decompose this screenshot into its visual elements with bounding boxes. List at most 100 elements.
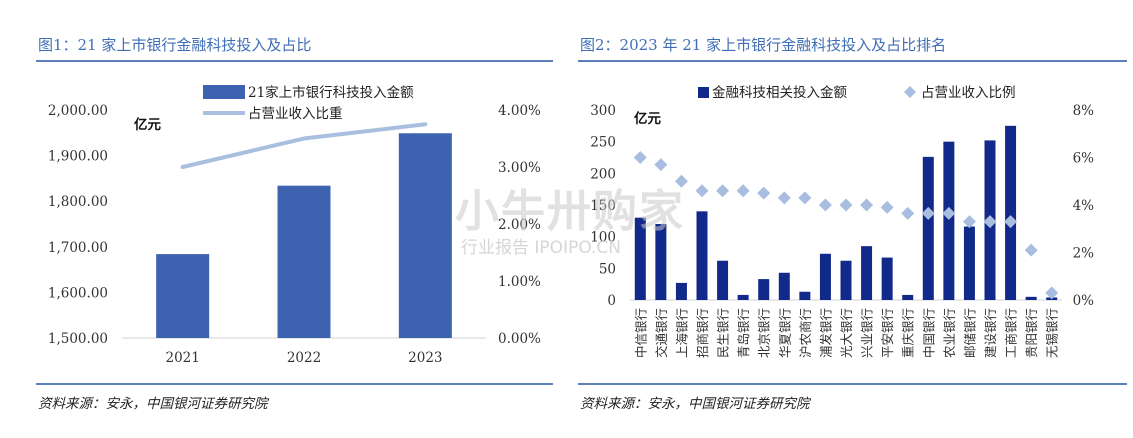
legend-swatch-bar	[203, 85, 245, 99]
x-tick-label: 浦发银行	[818, 308, 833, 358]
x-tick-label: 华夏银行	[777, 308, 792, 358]
legend-swatch-marker	[904, 86, 916, 98]
ratio-marker	[736, 184, 750, 198]
x-tick-label: 青岛银行	[736, 308, 751, 358]
source-note: 资料来源：安永，中国银河证券研究院	[38, 396, 268, 412]
chart-canvas: 1,500.00 1,600.00 1,700.00 1,800.00 1,900.00…	[48, 84, 541, 366]
y2-tick-label: 6%	[1073, 151, 1095, 167]
y-tick-label: 250	[590, 135, 616, 151]
x-tick-label: 北京银行	[757, 308, 772, 358]
bar	[902, 294, 914, 300]
ratio-marker	[798, 191, 812, 205]
x-tick-label: 沪农商行	[798, 308, 813, 358]
ratio-marker	[818, 198, 832, 212]
y-tick-label: 150	[590, 198, 616, 214]
bar	[778, 272, 790, 300]
x-tick-label: 农业银行	[942, 308, 957, 358]
title-divider	[578, 60, 1127, 62]
x-tick-label: 贵阳银行	[1024, 308, 1039, 358]
ratio-marker	[839, 198, 853, 212]
y2-tick-label: 0.00%	[498, 331, 541, 347]
bar	[799, 291, 811, 300]
ratio-marker	[880, 200, 894, 214]
bar	[696, 211, 708, 300]
y-tick-label: 200	[590, 166, 616, 182]
ratio-marker	[757, 186, 771, 200]
bar	[840, 260, 852, 300]
bar	[1025, 296, 1037, 300]
legend-swatch-bar	[698, 87, 709, 98]
chart-panel-2: 图2：2023 年 21 家上市银行金融科技投入及占比排名 0 50 100 150 2…	[570, 0, 1133, 438]
x-tick-label: 无锡银行	[1045, 308, 1060, 358]
bar	[737, 294, 749, 300]
legend-label: 21家上市银行科技投入金额	[248, 84, 414, 101]
bar	[655, 224, 667, 300]
bar	[922, 156, 934, 300]
ratio-marker	[633, 151, 647, 164]
bar	[881, 257, 893, 300]
bar	[819, 253, 831, 300]
ratio-marker	[860, 198, 874, 212]
bar	[675, 282, 687, 300]
ratio-marker	[1004, 215, 1018, 229]
bar	[398, 133, 452, 338]
ratio-marker	[695, 184, 709, 198]
x-tick-label: 邮储银行	[962, 308, 977, 358]
x-tick-label: 中信银行	[633, 308, 648, 358]
y2-tick-label: 4.00%	[498, 103, 541, 119]
y2-tick-label: 3.00%	[498, 160, 541, 176]
y-tick-label: 1,800.00	[48, 194, 108, 210]
y2-tick-label: 1.00%	[498, 274, 541, 290]
x-tick-label: 上海银行	[674, 308, 689, 358]
x-tick-label: 工商银行	[1004, 308, 1019, 358]
ratio-marker	[674, 174, 688, 188]
bar	[634, 217, 646, 300]
legend-label: 金融科技相关投入金额	[712, 85, 847, 101]
y-tick-label: 1,600.00	[48, 285, 108, 301]
chart-panel-1: 图1：21 家上市银行金融科技投入及占比 1,500.00 1,600.00 1,7…	[0, 0, 560, 438]
y-tick-label: 0	[607, 293, 616, 309]
ratio-marker	[654, 158, 668, 172]
x-tick-label: 建设银行	[983, 308, 998, 358]
ratio-marker	[1024, 243, 1038, 257]
x-tick-label: 光大银行	[839, 308, 854, 358]
ratio-marker	[777, 191, 791, 205]
title-divider	[36, 60, 553, 62]
y-tick-label: 100	[590, 230, 616, 246]
y-tick-label: 1,700.00	[48, 240, 108, 256]
ratio-line	[180, 122, 428, 169]
x-tick-label: 民生银行	[716, 308, 731, 358]
ratio-marker	[716, 184, 730, 198]
x-tick-label: 兴业银行	[860, 308, 875, 358]
y-tick-label: 2,000.00	[48, 103, 108, 119]
unit-label: 亿元	[134, 116, 161, 133]
y2-tick-label: 2%	[1073, 246, 1095, 262]
chart-title: 图1：21 家上市银行金融科技投入及占比	[38, 36, 312, 54]
bar	[277, 185, 331, 338]
y-tick-label: 50	[599, 261, 616, 277]
bar	[943, 141, 955, 300]
x-tick-label: 2022	[287, 350, 321, 366]
y-tick-label: 300	[590, 103, 616, 119]
source-divider	[578, 383, 1127, 385]
source-note: 资料来源：安永，中国银河证券研究院	[580, 396, 810, 412]
source-divider	[36, 383, 553, 385]
ratio-marker	[921, 206, 935, 220]
ratio-marker	[942, 206, 956, 220]
y2-tick-label: 8%	[1073, 103, 1095, 119]
bar	[717, 260, 729, 300]
y-tick-label: 1,900.00	[48, 149, 108, 165]
ratio-marker	[983, 215, 997, 229]
x-tick-label: 重庆银行	[901, 308, 916, 358]
x-tick-label: 中国银行	[921, 308, 936, 358]
unit-label: 亿元	[634, 110, 662, 127]
x-tick-label: 平安银行	[880, 308, 895, 358]
bar	[758, 279, 770, 300]
y2-tick-label: 0%	[1073, 293, 1095, 309]
ratio-marker	[1045, 286, 1059, 300]
legend-label: 占营业收入比重	[248, 106, 343, 122]
bar	[963, 226, 975, 300]
y-tick-label: 1,500.00	[48, 331, 108, 347]
y2-tick-label: 4%	[1073, 198, 1095, 214]
